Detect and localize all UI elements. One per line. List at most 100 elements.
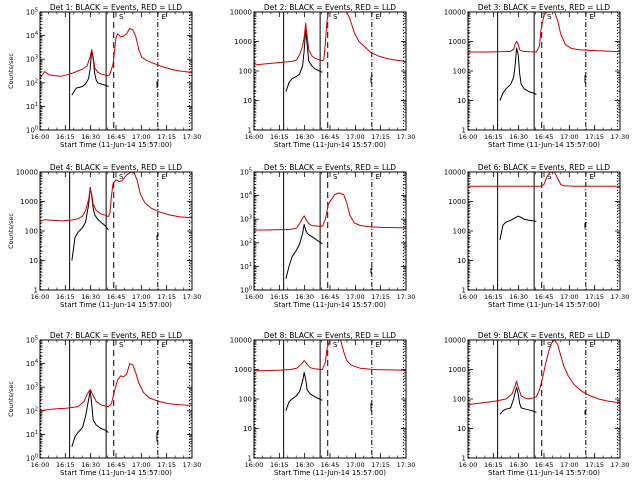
y-tick-label: 10000 [444, 337, 466, 345]
y-tick-label: 1 [462, 127, 466, 135]
y-tick-label: 104 [26, 359, 38, 368]
y-tick-label: 103 [26, 55, 38, 64]
x-tick-label: 16:00 [245, 461, 264, 469]
y-tick-label: 100 [26, 126, 38, 135]
x-tick-label: 17:30 [611, 461, 630, 469]
x-tick-label: 16:45 [535, 293, 554, 301]
x-tick-label: 16:15 [484, 461, 503, 469]
x-tick-label: 16:45 [321, 133, 340, 141]
x-tick-label: 17:00 [560, 293, 579, 301]
plot-frame [467, 11, 621, 131]
y-tick-label: 1000 [448, 38, 466, 46]
events-series-line [584, 75, 587, 83]
y-tick-label: 100 [239, 68, 252, 76]
x-tick-label: 16:45 [107, 133, 126, 141]
x-axis-label: Start Time (11-Jun-14 15:57:00) [274, 301, 386, 309]
lld-series-line [468, 340, 620, 405]
series-group [254, 340, 406, 411]
series-group [40, 363, 192, 447]
series-group [254, 12, 406, 92]
marker-label: E [162, 341, 166, 349]
x-tick-label: 17:15 [371, 293, 390, 301]
y-tick-label: 10000 [444, 169, 466, 177]
events-series-line [156, 79, 159, 88]
events-series-line [285, 371, 323, 411]
y-tick-label: 100 [453, 68, 466, 76]
y-tick-label: 1 [34, 287, 38, 295]
panel-title: Det 3: BLACK = Events, RED = LLD [478, 3, 610, 12]
x-tick-label: 17:30 [611, 133, 630, 141]
x-tick-label: 17:00 [560, 133, 579, 141]
x-tick-label: 17:15 [371, 133, 390, 141]
y-tick-label: 100 [453, 228, 466, 236]
x-axis-label: Start Time (11-Jun-14 15:57:00) [488, 301, 600, 309]
events-series-line [156, 233, 159, 240]
events-series-line [71, 186, 109, 261]
events-series-line [370, 75, 373, 83]
x-tick-label: 16:30 [295, 461, 314, 469]
lld-series-line [40, 28, 192, 79]
y-tick-label: 1 [462, 287, 466, 295]
x-tick-label: 16:15 [270, 133, 289, 141]
marker-label: E [376, 173, 380, 181]
events-series-line [499, 47, 537, 101]
x-tick-label: 17:00 [346, 461, 365, 469]
lld-series-line [254, 192, 406, 231]
plot-frame [253, 11, 407, 131]
x-tick-label: 17:15 [157, 133, 176, 141]
y-tick-label: 101 [26, 102, 38, 111]
y-tick-label: 100 [239, 396, 252, 404]
x-axis-label: Start Time (11-Jun-14 15:57:00) [60, 469, 172, 477]
x-tick-label: 17:15 [371, 461, 390, 469]
panel-title: Det 4: BLACK = Events, RED = LLD [50, 163, 182, 172]
y-tick-label: 1000 [448, 198, 466, 206]
y-tick-label: 1 [462, 455, 466, 463]
y-tick-label: 10 [457, 425, 466, 433]
y-axis-label: Counts/sec [7, 213, 15, 249]
x-tick-label: 17:30 [397, 461, 416, 469]
x-tick-label: 16:30 [509, 461, 528, 469]
marker-label: S [333, 13, 338, 21]
marker-label: E [162, 173, 166, 181]
events-series-line [71, 390, 109, 447]
panel-det-2: 1 10 100 1000 10000 16:00 16:15 16:30 16:45 17:00… [230, 3, 416, 149]
x-tick-label: 16:30 [509, 133, 528, 141]
x-tick-label: 16:15 [270, 461, 289, 469]
y-tick-label: 10 [457, 257, 466, 265]
y-tick-label: 10000 [444, 9, 466, 17]
x-tick-label: 16:30 [295, 133, 314, 141]
events-series-line [370, 267, 373, 274]
x-tick-label: 17:30 [397, 293, 416, 301]
panel-det-7: 100 101 102 103 104 105 16:00 16:15 16:30 16:45 17… [7, 331, 201, 477]
lld-series-line [468, 12, 620, 53]
series-group [468, 340, 620, 415]
y-tick-label: 10 [29, 257, 38, 265]
x-tick-label: 16:00 [245, 293, 264, 301]
y-tick-label: 105 [26, 336, 38, 345]
events-series-line [584, 408, 587, 415]
panel-title: Det 8: BLACK = Events, RED = LLD [264, 331, 396, 340]
x-axis-label: Start Time (11-Jun-14 15:57:00) [488, 469, 600, 477]
marker-label: E [376, 13, 380, 21]
plot-frame [39, 171, 193, 291]
y-tick-label: 100 [26, 454, 38, 463]
y-tick-label: 1 [248, 455, 252, 463]
lld-series-line [254, 12, 406, 66]
x-tick-label: 17:30 [611, 293, 630, 301]
events-series-line [370, 403, 373, 411]
y-tick-label: 1000 [234, 366, 252, 374]
panel-det-3: 1 10 100 1000 10000 16:00 16:15 16:30 16:45 17:00… [444, 3, 630, 149]
y-tick-label: 103 [26, 383, 38, 392]
x-axis-label: Start Time (11-Jun-14 15:57:00) [488, 141, 600, 149]
marker-label: S [547, 13, 552, 21]
series-group [40, 28, 192, 96]
x-axis-label: Start Time (11-Jun-14 15:57:00) [60, 141, 172, 149]
series-group [40, 172, 192, 261]
y-tick-label: 105 [240, 168, 252, 177]
x-tick-label: 16:15 [270, 293, 289, 301]
y-tick-label: 101 [240, 262, 252, 271]
